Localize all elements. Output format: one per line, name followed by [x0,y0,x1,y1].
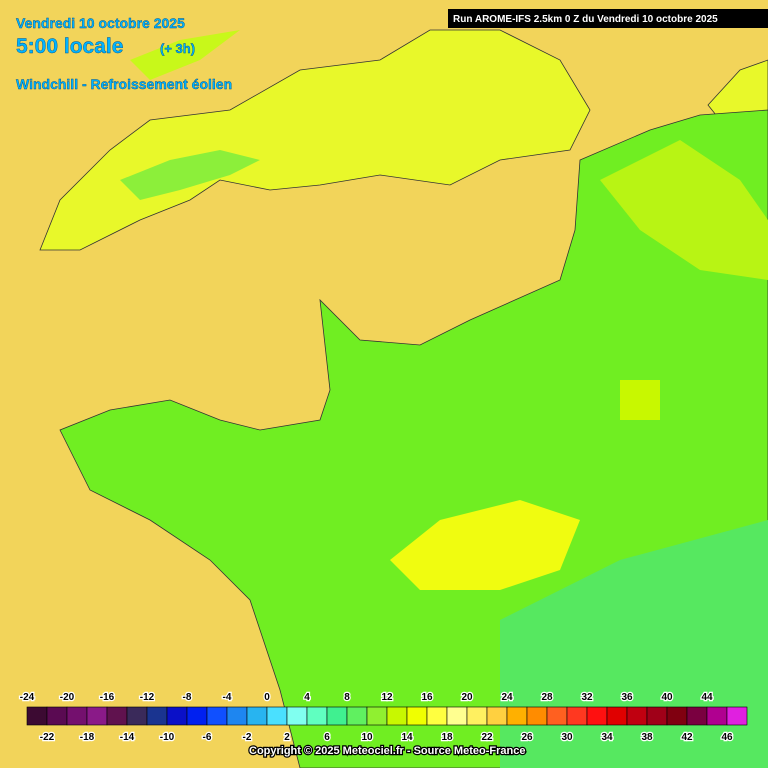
legend-swatch [346,706,368,726]
legend-label: -22 [40,732,55,743]
legend-swatch [146,706,168,726]
land-north-warm [600,140,768,280]
run-box [448,9,768,28]
legend-label: -18 [80,732,95,743]
legend-label: 18 [441,732,453,743]
legend-label: -2 [243,732,252,743]
legend-swatch [666,706,688,726]
legend-label: 6 [324,732,330,743]
legend-label: 10 [361,732,373,743]
legend-swatch [586,706,608,726]
land-coast [130,30,240,80]
legend-swatch [306,706,328,726]
parameter: Windchill - Refroissement éolien [16,76,232,92]
legend-swatch [566,706,588,726]
legend-label: -10 [160,732,175,743]
legend-label: 34 [601,732,613,743]
legend-swatch [606,706,628,726]
land-loire-warm [390,500,580,590]
legend-label: -16 [100,692,115,703]
legend-label: 44 [701,692,713,703]
legend-swatch [246,706,268,726]
legend-label: 42 [681,732,693,743]
legend-label: 2 [284,732,290,743]
legend-label: -14 [120,732,135,743]
legend-label: 30 [561,732,573,743]
copyright: Copyright © 2025 Meteociel.fr - Source M… [249,745,525,757]
legend-swatch [166,706,188,726]
legend-label: 4 [304,692,310,703]
land-england-cool [120,150,260,200]
legend-swatch [366,706,388,726]
legend-swatch [46,706,68,726]
legend-swatch [106,706,128,726]
legend-label: -8 [183,692,192,703]
legend-label: 16 [421,692,433,703]
legend-label: 22 [481,732,493,743]
legend-swatch [526,706,548,726]
legend-swatch [706,706,728,726]
date: Vendredi 10 octobre 2025 [16,15,185,31]
legend: -24 -20 -16 -12 -8 -4 0 4 8 12 16 20 24 28 32 36 40 44-22… [19,691,748,744]
legend-label: 14 [401,732,413,743]
land-south-cool [500,520,768,768]
legend-swatch [186,706,208,726]
legend-label: 0 [264,692,270,703]
legend-swatch [466,706,488,726]
legend-label: 46 [721,732,733,743]
legend-swatch [546,706,568,726]
legend-label: 36 [621,692,633,703]
legend-swatch [286,706,308,726]
legend-swatch [626,706,648,726]
land-england [39,29,591,251]
legend-swatch [446,706,468,726]
legend-swatch [686,706,708,726]
legend-swatch [506,706,528,726]
legend-swatch [206,706,228,726]
legend-label: -6 [203,732,212,743]
legend-label: 24 [501,692,513,703]
legend-label: -20 [60,692,75,703]
legend-label: 20 [461,692,473,703]
legend-label: 12 [381,692,393,703]
legend-label: 8 [344,692,350,703]
legend-swatch [406,706,428,726]
legend-swatch [226,706,248,726]
legend-swatch [66,706,88,726]
legend-label: -4 [223,692,232,703]
legend-swatch [386,706,408,726]
legend-swatch [26,706,48,726]
legend-swatch [326,706,348,726]
legend-swatch [126,706,148,726]
time: 5:00 locale [16,35,123,58]
land-paris [620,380,660,420]
legend-label: -24 [20,692,35,703]
legend-label: 28 [541,692,553,703]
offset: (+ 3h) [160,41,195,56]
legend-label: 38 [641,732,653,743]
legend-swatch [426,706,448,726]
run-info: Run AROME-IFS 2.5km 0 Z du Vendredi 10 o… [453,14,718,25]
legend-swatch [486,706,508,726]
legend-label: -12 [140,692,155,703]
legend-label: 26 [521,732,533,743]
legend-label: 40 [661,692,673,703]
legend-label: 32 [581,692,593,703]
legend-swatch [266,706,288,726]
legend-swatch [86,706,108,726]
legend-swatch [726,706,748,726]
legend-swatch [646,706,668,726]
